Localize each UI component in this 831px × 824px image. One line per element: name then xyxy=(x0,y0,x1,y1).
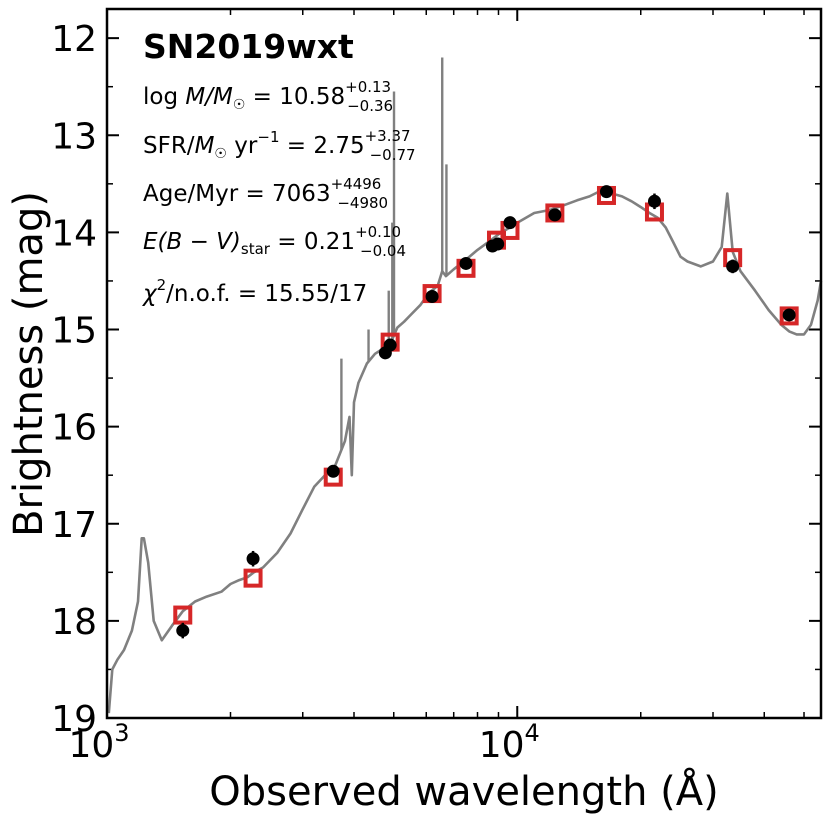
plot-frame xyxy=(105,7,823,720)
observed-point xyxy=(459,256,473,270)
mass-annotation: log M/M☉ = 10.58+0.13 −0.36 xyxy=(143,78,393,115)
x-axis-label: Observed wavelength (Å) xyxy=(209,767,718,815)
y-tick-label: 12 xyxy=(51,19,97,60)
y-axis-label: Brightness (mag) xyxy=(6,191,52,537)
observed-point xyxy=(599,185,613,199)
observed-point xyxy=(326,464,340,478)
observed-point xyxy=(647,194,661,208)
y-tick-label: 18 xyxy=(51,602,97,643)
y-tick-labels: 12 13 14 15 16 17 18 19 xyxy=(51,19,97,740)
y-tick-label: 14 xyxy=(51,213,97,254)
observed-point xyxy=(782,308,796,322)
axis-ticks xyxy=(106,9,821,719)
observed-point xyxy=(383,338,397,352)
model-photometry-marker xyxy=(779,306,799,326)
x-tick-labels: 103 104 xyxy=(68,719,539,766)
chi2-annotation: χ2/n.o.f. = 15.55/17 xyxy=(141,276,367,307)
model-photometry-marker xyxy=(243,568,263,588)
ebv-annotation: E(B − V)star = 0.21+0.10 −0.04 xyxy=(143,223,406,260)
observed-point xyxy=(726,259,740,273)
observed-points xyxy=(176,185,796,639)
sfr-annotation: SFR/M☉ yr−1 = 2.75+3.37 −0.77 xyxy=(143,127,416,164)
observed-point xyxy=(425,289,439,303)
model-photometry-marker xyxy=(173,605,193,625)
observed-point xyxy=(548,208,562,222)
y-tick-label: 19 xyxy=(51,699,97,740)
x-tick-label: 103 xyxy=(68,719,129,766)
chart-title: SN2019wxt xyxy=(143,27,354,66)
observed-point xyxy=(176,624,190,638)
observed-point xyxy=(491,237,505,251)
y-tick-label: 16 xyxy=(51,408,97,449)
y-tick-label: 15 xyxy=(51,311,97,352)
y-tick-label: 13 xyxy=(51,116,97,157)
age-annotation: Age/Myr = 7063+4496 −4980 xyxy=(143,175,388,212)
x-tick-label: 104 xyxy=(479,719,540,766)
observed-point xyxy=(246,552,260,566)
observed-point xyxy=(503,216,517,230)
y-tick-label: 17 xyxy=(51,505,97,546)
